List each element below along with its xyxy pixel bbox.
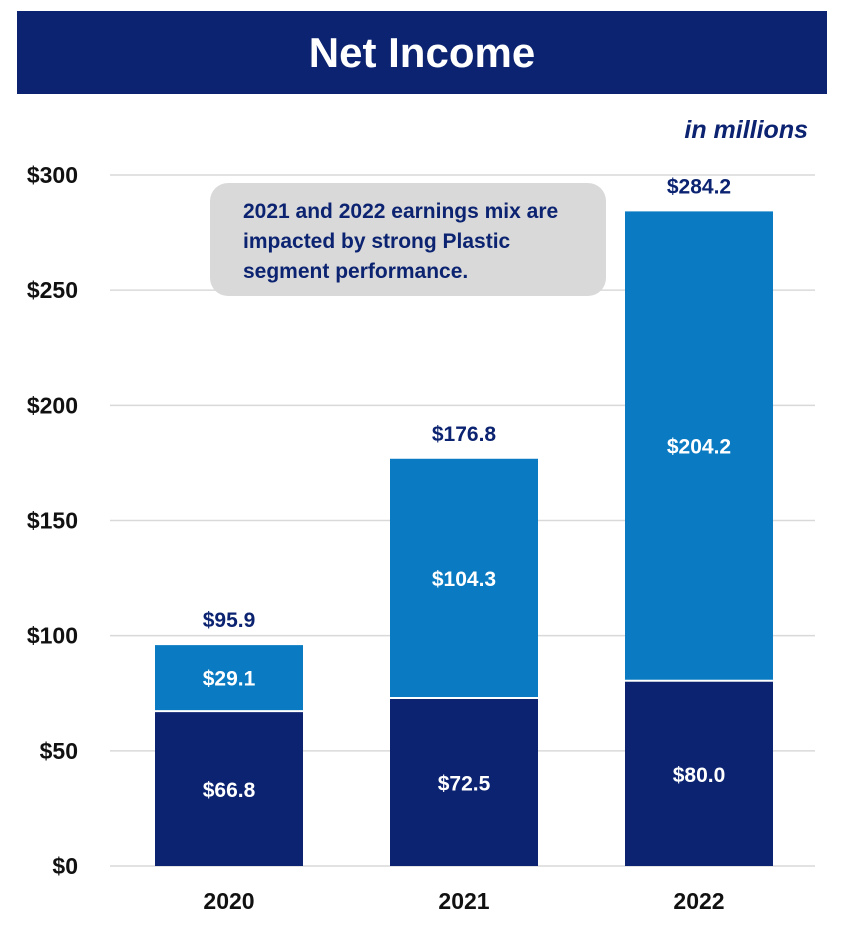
segment-value-label: $72.5 xyxy=(438,773,491,796)
y-tick-label: $100 xyxy=(27,623,78,649)
segment-value-label: $204.2 xyxy=(667,436,731,459)
bar-labels: $66.8 $29.1 $95.9 $72.5 $104.3 $176.8 $80.0 $20… xyxy=(203,175,731,802)
units-note: in millions xyxy=(684,116,808,144)
y-tick-label: $250 xyxy=(27,277,78,303)
segment-value-label: $104.3 xyxy=(432,568,496,591)
x-axis-categories: 2020 2021 2022 xyxy=(203,888,724,914)
bar-segment-2022-0 xyxy=(625,681,773,866)
total-value-label: $284.2 xyxy=(667,175,731,198)
total-value-label: $95.9 xyxy=(203,609,256,632)
bar-segment-2020-0 xyxy=(155,712,303,866)
segment-value-label: $29.1 xyxy=(203,668,256,691)
total-value-label: $176.8 xyxy=(432,423,497,446)
bar-segment-2021-1 xyxy=(390,458,538,698)
bar-segment-2022-1 xyxy=(625,211,773,680)
segment-value-label: $66.8 xyxy=(203,779,256,802)
x-category-label: 2022 xyxy=(673,888,724,914)
y-axis-ticks: $0 $50 $100 $150 $200 $250 $300 xyxy=(27,162,78,879)
y-tick-label: $300 xyxy=(27,162,78,188)
y-tick-label: $150 xyxy=(27,508,78,534)
y-tick-label: $0 xyxy=(52,853,78,879)
segment-value-label: $80.0 xyxy=(673,764,726,787)
y-tick-label: $50 xyxy=(40,738,78,764)
x-category-label: 2021 xyxy=(438,888,489,914)
annotation-callout: 2021 and 2022 earnings mix are impacted … xyxy=(210,183,606,296)
bars xyxy=(155,211,773,866)
chart-title: Net Income xyxy=(308,28,536,76)
y-tick-label: $200 xyxy=(27,392,78,418)
bar-segment-2021-0 xyxy=(390,699,538,866)
x-category-label: 2020 xyxy=(203,888,254,914)
bar-segment-2020-1 xyxy=(155,645,303,711)
title-banner: Net Income xyxy=(17,11,827,94)
